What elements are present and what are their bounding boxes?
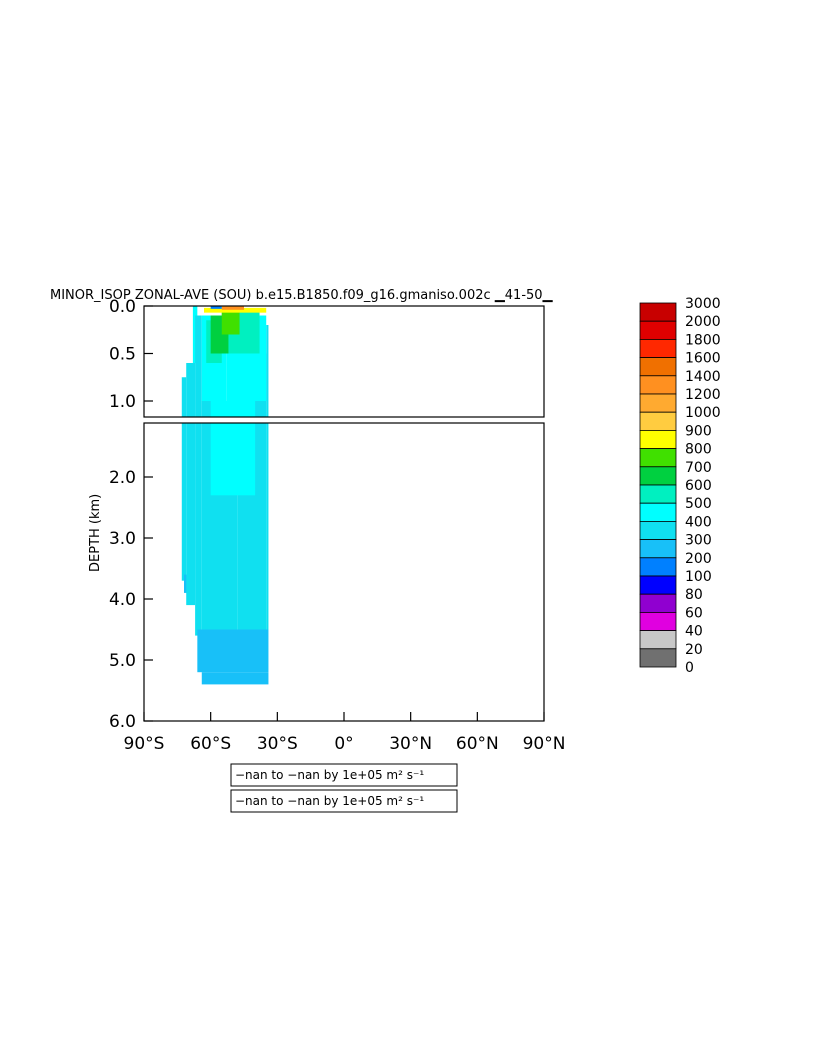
colorbar-swatch-0 <box>639 302 677 322</box>
field-cell-lower-18 <box>197 629 269 673</box>
colorbar-swatch-2 <box>639 338 677 358</box>
colorbar-swatch-6 <box>639 411 677 431</box>
field-cell-upper-17 <box>210 306 222 309</box>
colorbar-swatch-7 <box>639 429 677 449</box>
colorbar-swatch-12 <box>639 521 677 541</box>
y-tick-label-upper-2: 1.0 <box>109 392 136 412</box>
x-tick-label-1: 60°S <box>190 734 231 754</box>
field-cell-lower-19 <box>201 672 269 685</box>
field-lower-panel <box>181 423 269 685</box>
colorbar-label-4: 1400 <box>685 369 721 385</box>
colorbar-label-0: 3000 <box>685 296 721 312</box>
field-cell-upper-14 <box>221 310 240 335</box>
colorbar-swatch-1 <box>639 320 677 340</box>
field-cell-lower-4 <box>195 423 202 636</box>
colorbar-label-7: 900 <box>685 423 712 439</box>
colorbar-label-13: 300 <box>685 533 712 549</box>
colorbar-label-3: 1600 <box>685 351 721 367</box>
colorbar-swatch-14 <box>639 557 677 577</box>
x-axis: 90°S 60°S 30°S 0° 30°N 60°N 90°N <box>124 712 566 754</box>
x-tick-label-2: 30°S <box>257 734 298 754</box>
y-tick-label-lower-0: 2.0 <box>109 468 136 488</box>
colorbar-label-9: 700 <box>685 460 712 476</box>
colorbar-label-12: 400 <box>685 514 712 530</box>
colorbar-label-10: 600 <box>685 478 712 494</box>
contour-note-box-2: −nan to −nan by 1e+05 m² s⁻¹ <box>230 789 458 813</box>
colorbar-swatch-3 <box>639 357 677 377</box>
colorbar-label-15: 100 <box>685 569 712 585</box>
field-cell-lower-0 <box>181 423 187 581</box>
colorbar-label-19: 20 <box>685 642 703 658</box>
colorbar-swatch-9 <box>639 466 677 486</box>
colorbar-label-6: 1000 <box>685 405 721 421</box>
colorbar-label-17: 60 <box>685 605 703 621</box>
x-tick-label-0: 90°S <box>124 734 165 754</box>
colorbar-swatch-8 <box>639 448 677 468</box>
colorbar-swatch-19 <box>639 648 677 668</box>
y-tick-label-upper-1: 0.5 <box>109 345 136 365</box>
y-tick-label-lower-1: 3.0 <box>109 529 136 549</box>
field-cell-upper-9 <box>210 401 256 417</box>
contour-note-1: −nan to −nan by 1e+05 m² s⁻¹ <box>235 768 424 782</box>
y-tick-label-lower-4: 6.0 <box>109 712 136 732</box>
upper-panel-frame <box>143 305 545 418</box>
colorbar-swatch-18 <box>639 630 677 650</box>
field-cell-upper-4 <box>195 315 202 417</box>
field-cell-upper-0 <box>181 377 187 417</box>
colorbar-label-18: 40 <box>685 624 703 640</box>
x-tick-label-5: 60°N <box>456 734 499 754</box>
colorbar-swatch-15 <box>639 575 677 595</box>
contour-note-box-1: −nan to −nan by 1e+05 m² s⁻¹ <box>230 763 458 787</box>
colorbar-swatch-10 <box>639 484 677 504</box>
x-tick-label-4: 30°N <box>389 734 432 754</box>
x-tick-label-6: 90°N <box>523 734 566 754</box>
colorbar-swatch-16 <box>639 593 677 613</box>
chart-title: MINOR_ISOP ZONAL-AVE (SOU) b.e15.B1850.f… <box>50 288 554 303</box>
field-upper-panel <box>181 306 269 417</box>
field-cell-lower-2 <box>186 423 196 606</box>
field-cell-lower-7 <box>266 423 269 630</box>
y-tick-label-lower-3: 5.0 <box>109 651 136 671</box>
colorbar-label-8: 800 <box>685 442 712 458</box>
colorbar-label-5: 1200 <box>685 387 721 403</box>
colorbar-label-11: 500 <box>685 496 712 512</box>
field-cell-upper-15 <box>204 307 267 313</box>
y-tick-label-upper-0: 0.0 <box>109 297 136 317</box>
x-tick-label-3: 0° <box>334 734 353 754</box>
colorbar-swatch-13 <box>639 539 677 559</box>
y-axis-label: DEPTH (km) <box>88 494 103 572</box>
colorbar-label-20: 0 <box>685 660 694 676</box>
field-cell-lower-9 <box>210 423 256 496</box>
colorbar-swatch-5 <box>639 393 677 413</box>
colorbar-label-16: 80 <box>685 587 703 603</box>
y-axis: 0.0 0.5 1.0 2.0 3.0 4.0 5.0 6.0 <box>109 297 153 732</box>
colorbar-label-1: 2000 <box>685 314 721 330</box>
colorbar-swatch-11 <box>639 502 677 522</box>
colorbar-legend: 3000200018001600140012001000900800700600… <box>639 296 721 676</box>
colorbar-swatch-17 <box>639 612 677 632</box>
colorbar-label-14: 200 <box>685 551 712 567</box>
contour-note-2: −nan to −nan by 1e+05 m² s⁻¹ <box>235 794 424 808</box>
y-tick-label-lower-2: 4.0 <box>109 590 136 610</box>
field-cell-upper-16 <box>221 306 244 310</box>
field-cell-upper-2 <box>186 363 196 417</box>
colorbar-swatch-4 <box>639 375 677 395</box>
colorbar-label-2: 1800 <box>685 332 721 348</box>
field-cell-upper-7 <box>266 325 269 417</box>
